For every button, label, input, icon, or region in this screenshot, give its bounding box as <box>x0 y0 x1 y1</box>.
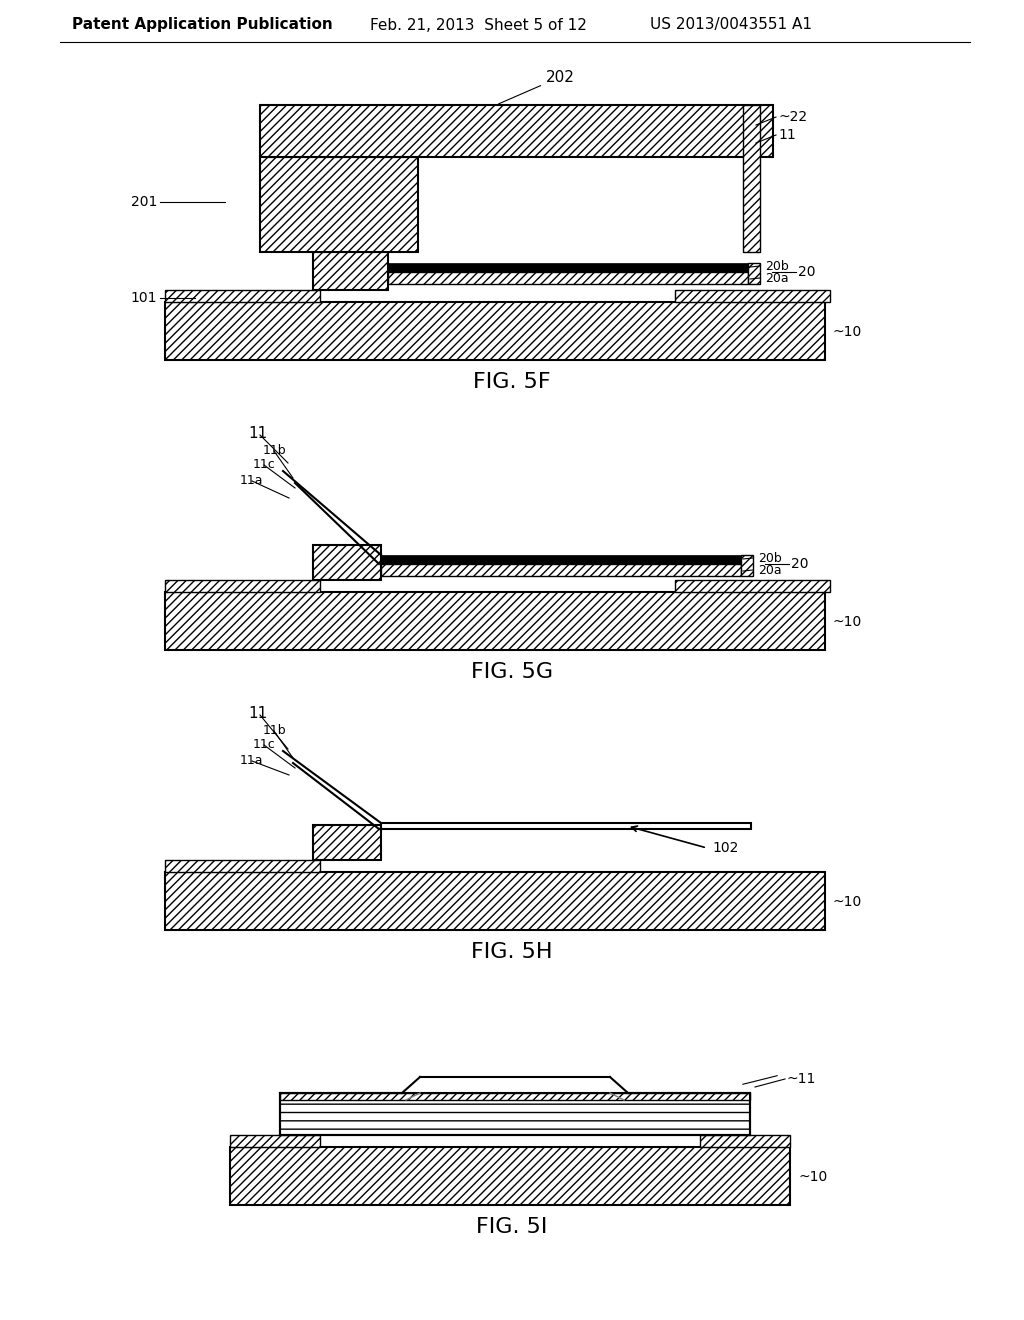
Bar <box>381 564 741 576</box>
Text: 11a: 11a <box>240 755 263 767</box>
Bar <box>381 554 741 564</box>
Bar <box>748 263 760 284</box>
Text: ~10: ~10 <box>798 1170 827 1184</box>
Text: ~22: ~22 <box>778 110 807 124</box>
Text: 11c: 11c <box>253 458 275 471</box>
Bar <box>741 554 753 576</box>
Text: 11b: 11b <box>263 445 287 458</box>
Text: 11: 11 <box>248 705 267 721</box>
Text: 20b: 20b <box>765 260 788 272</box>
Bar <box>280 1093 750 1135</box>
Text: US 2013/0043551 A1: US 2013/0043551 A1 <box>650 17 812 33</box>
Text: ~10: ~10 <box>833 895 862 909</box>
Bar <box>388 263 748 272</box>
Bar <box>165 579 319 591</box>
Bar <box>230 1135 319 1147</box>
Bar <box>165 873 825 931</box>
Text: 20a: 20a <box>758 564 781 577</box>
Text: 20b: 20b <box>758 552 781 565</box>
Bar <box>388 272 748 284</box>
Bar <box>260 157 418 252</box>
Bar <box>165 302 825 360</box>
Text: 11b: 11b <box>263 725 287 738</box>
Bar <box>165 861 319 873</box>
Text: 11: 11 <box>248 425 267 441</box>
Text: ~11: ~11 <box>786 1072 815 1086</box>
Text: 11a: 11a <box>240 474 263 487</box>
Text: 20: 20 <box>798 265 815 279</box>
Text: 20: 20 <box>791 557 809 572</box>
Bar <box>165 591 825 649</box>
Bar <box>743 106 760 252</box>
Bar <box>381 822 751 829</box>
Bar <box>165 290 319 302</box>
Bar <box>230 1147 790 1205</box>
Bar <box>700 1135 790 1147</box>
Bar <box>675 290 830 302</box>
Text: 11c: 11c <box>253 738 275 751</box>
Text: 20a: 20a <box>765 272 788 285</box>
Text: 201: 201 <box>131 195 157 209</box>
Text: FIG. 5I: FIG. 5I <box>476 1217 548 1237</box>
Bar <box>280 1093 750 1100</box>
Bar <box>313 545 381 579</box>
Text: FIG. 5G: FIG. 5G <box>471 663 553 682</box>
Bar <box>260 106 773 157</box>
Text: 11: 11 <box>778 128 796 143</box>
Text: Feb. 21, 2013  Sheet 5 of 12: Feb. 21, 2013 Sheet 5 of 12 <box>370 17 587 33</box>
Bar <box>675 579 830 591</box>
Text: FIG. 5F: FIG. 5F <box>473 372 551 392</box>
Text: 202: 202 <box>499 70 574 104</box>
Bar <box>313 252 388 290</box>
Text: 102: 102 <box>712 841 738 855</box>
Text: ~10: ~10 <box>833 325 862 339</box>
Text: Patent Application Publication: Patent Application Publication <box>72 17 333 33</box>
Text: 101: 101 <box>130 290 157 305</box>
Bar <box>313 825 381 861</box>
Text: FIG. 5H: FIG. 5H <box>471 942 553 962</box>
Text: ~10: ~10 <box>833 615 862 630</box>
